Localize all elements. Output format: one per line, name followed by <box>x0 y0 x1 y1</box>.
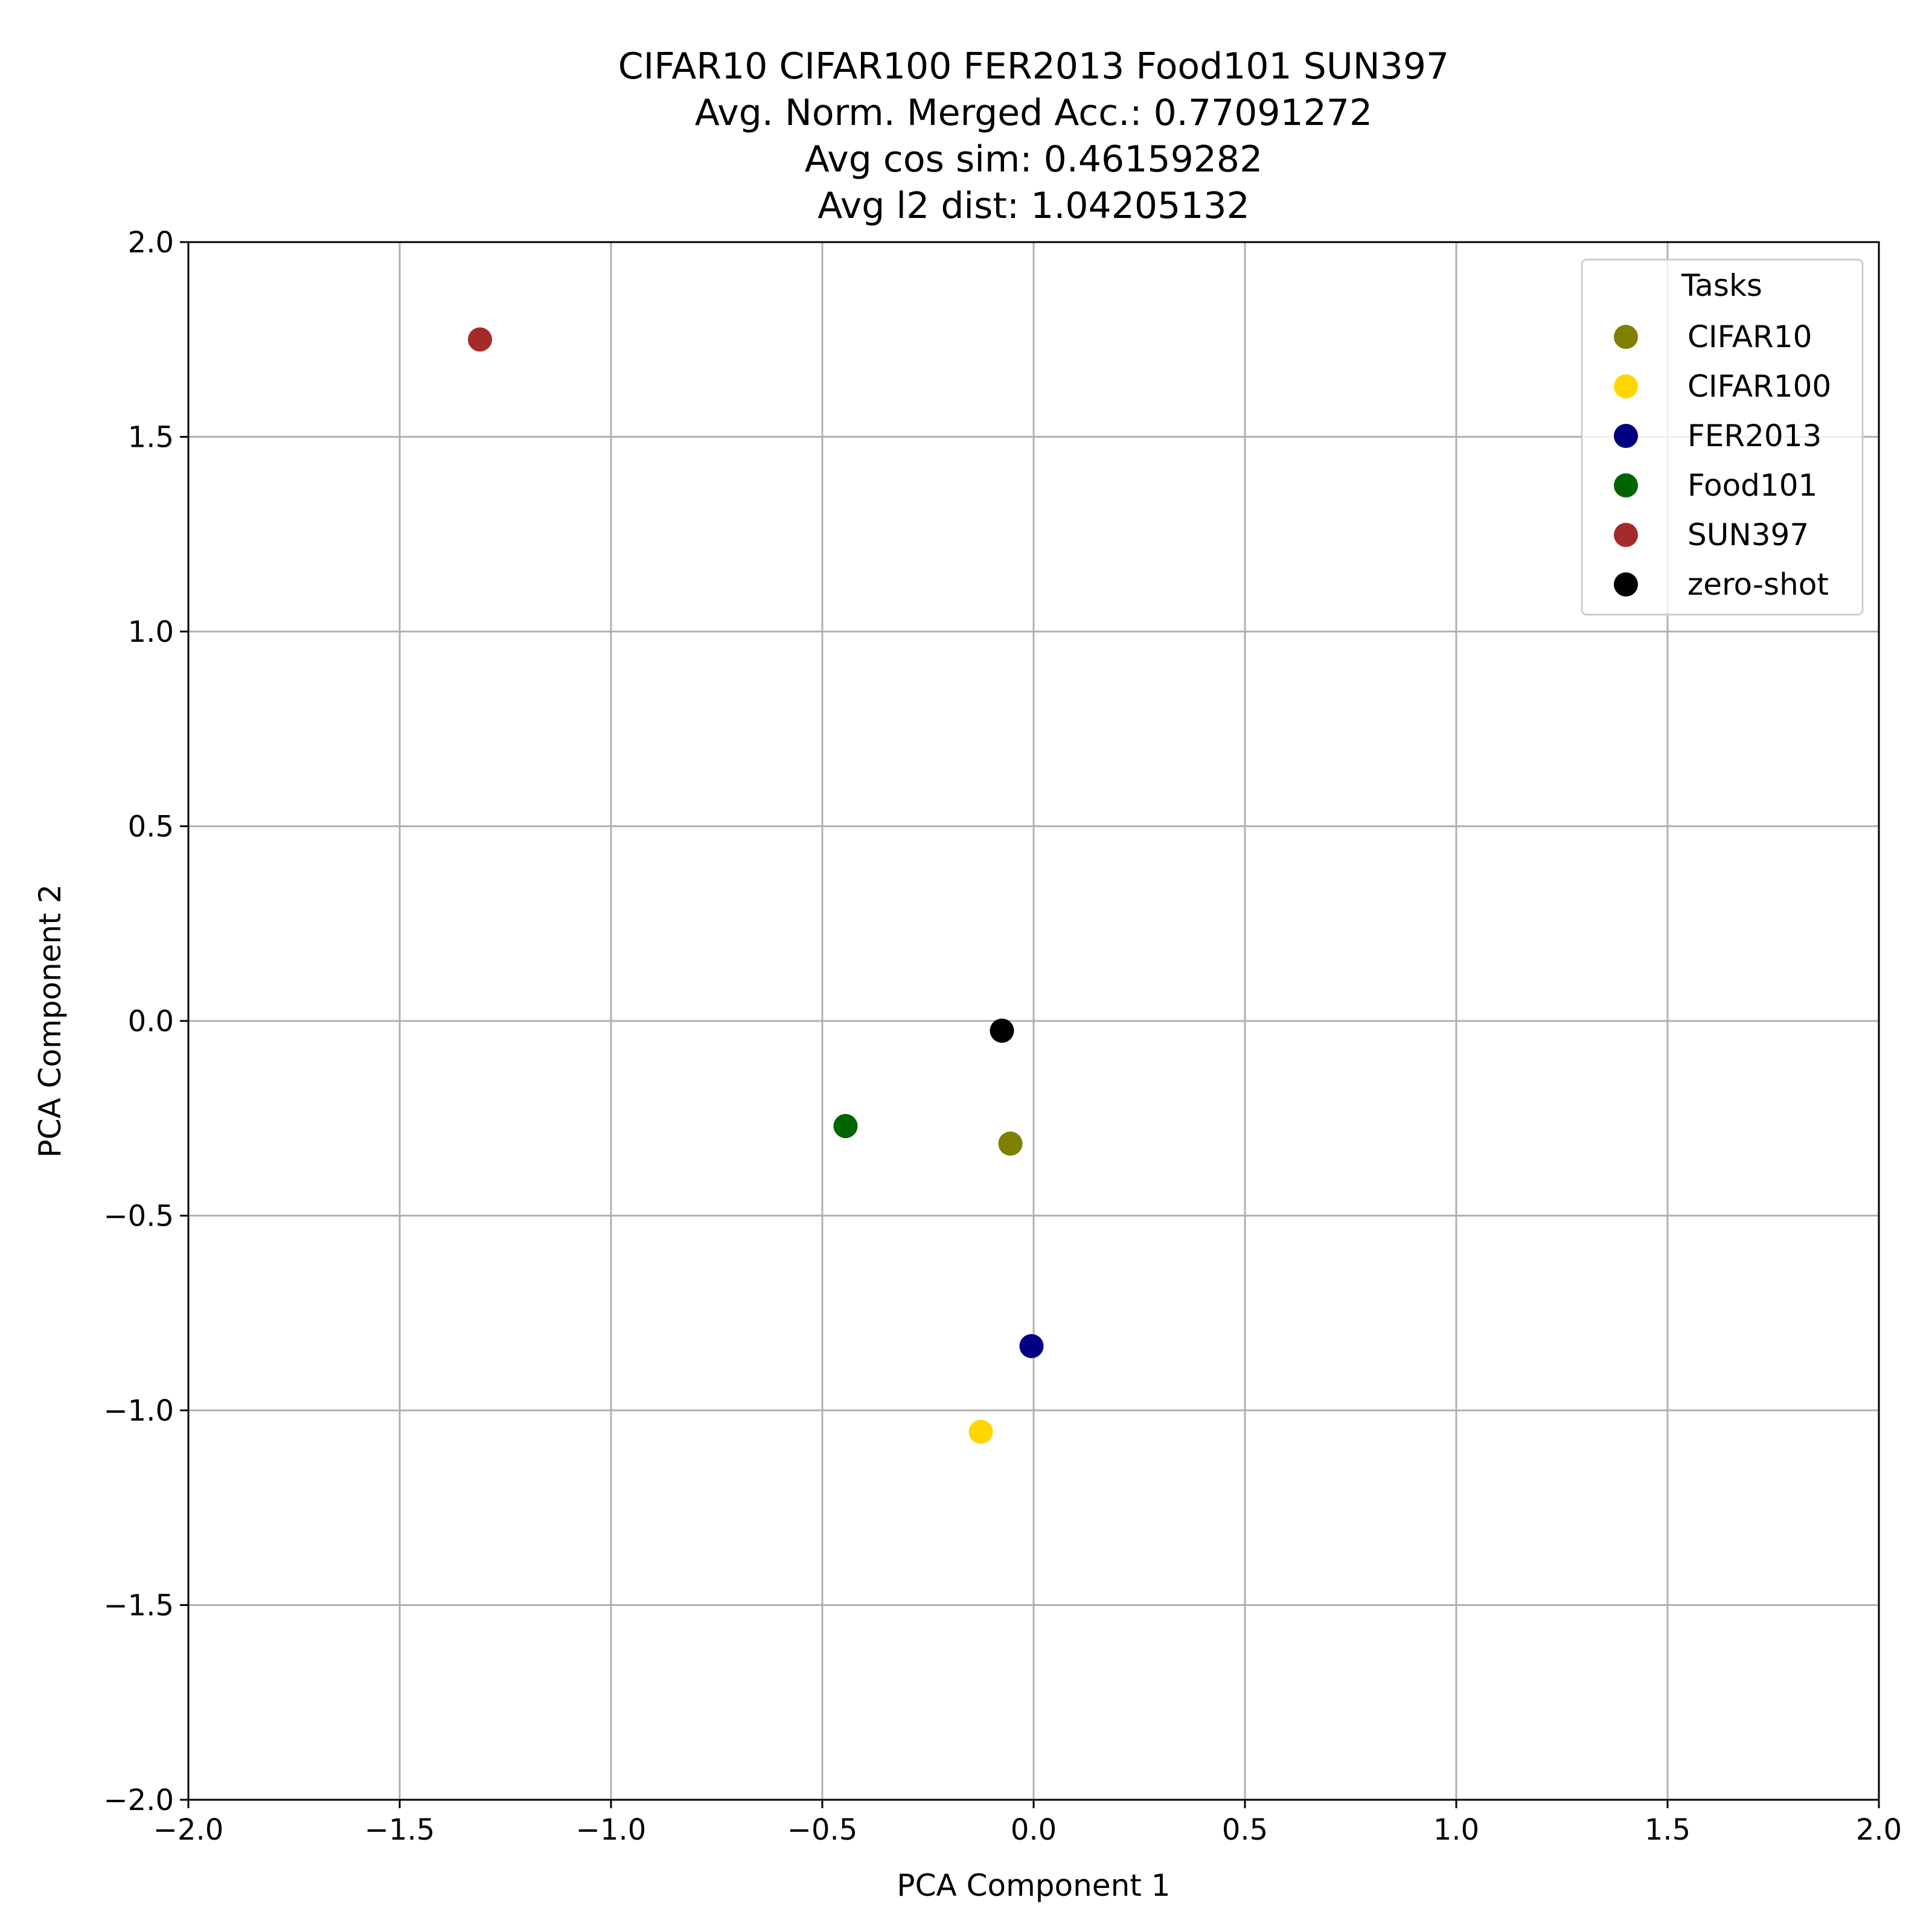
y-tick-label: −2.0 <box>103 1783 174 1817</box>
x-tick-label: 2.0 <box>1856 1813 1902 1847</box>
y-tick-label: 1.5 <box>128 421 174 455</box>
legend-label: FER2013 <box>1687 418 1822 453</box>
point-food101 <box>833 1114 858 1139</box>
legend-marker <box>1614 325 1638 349</box>
x-tick-label: 0.5 <box>1222 1813 1268 1847</box>
legend-marker <box>1614 374 1638 398</box>
legend-marker <box>1614 572 1638 597</box>
y-tick-label: 0.5 <box>128 810 174 844</box>
legend-label: zero-shot <box>1687 567 1829 602</box>
x-tick-label: −1.0 <box>576 1813 647 1847</box>
legend-marker <box>1614 424 1638 448</box>
title-line-2: Avg. Norm. Merged Acc.: 0.77091272 <box>695 92 1372 134</box>
x-tick-label: −0.5 <box>787 1813 858 1847</box>
y-tick-label: −1.0 <box>103 1394 174 1428</box>
y-tick-label: −0.5 <box>103 1200 174 1233</box>
legend-box <box>1581 258 1864 616</box>
point-cifar100 <box>968 1419 993 1444</box>
y-tick-label: 1.0 <box>128 615 174 649</box>
chart-title: CIFAR10 CIFAR100 FER2013 Food101 SUN397A… <box>618 45 1449 227</box>
y-axis-label: PCA Component 2 <box>33 884 68 1157</box>
x-tick-label: 0.0 <box>1011 1813 1057 1847</box>
legend-marker <box>1614 473 1638 497</box>
legend-label: CIFAR100 <box>1687 369 1831 404</box>
x-axis-ticks: −2.0 −1.5 −1.0 −0.5 0.0 0.5 1.0 1.5 2.0 <box>153 1800 1902 1847</box>
legend-label: Food101 <box>1687 468 1817 503</box>
legend: Tasks CIFAR10 CIFAR100 FER2013 Food101 SUN39… <box>1581 258 1864 616</box>
title-line-3: Avg cos sim: 0.46159282 <box>805 138 1263 181</box>
x-tick-label: −2.0 <box>153 1813 224 1847</box>
point-zero-shot <box>990 1019 1014 1043</box>
point-sun397 <box>468 327 492 352</box>
y-tick-label: −1.5 <box>103 1589 174 1623</box>
x-axis-label: PCA Component 1 <box>897 1868 1170 1903</box>
data-points <box>468 327 1044 1444</box>
x-tick-label: 1.5 <box>1645 1813 1690 1847</box>
y-tick-label: 2.0 <box>128 226 174 260</box>
point-fer2013 <box>1019 1334 1044 1358</box>
legend-label: CIFAR10 <box>1687 319 1812 354</box>
x-tick-label: −1.5 <box>365 1813 435 1847</box>
title-line-1: CIFAR10 CIFAR100 FER2013 Food101 SUN397 <box>618 45 1449 88</box>
legend-title: Tasks <box>1681 268 1762 303</box>
legend-label: SUN397 <box>1687 517 1809 552</box>
y-tick-label: 0.0 <box>128 1005 174 1038</box>
y-axis-ticks: −2.0 −1.5 −1.0 −0.5 0.0 0.5 1.0 1.5 2.0 <box>103 226 188 1817</box>
x-tick-label: 1.0 <box>1433 1813 1479 1847</box>
title-line-4: Avg l2 dist: 1.04205132 <box>817 185 1250 227</box>
point-cifar10 <box>998 1131 1023 1156</box>
legend-marker <box>1614 523 1638 547</box>
